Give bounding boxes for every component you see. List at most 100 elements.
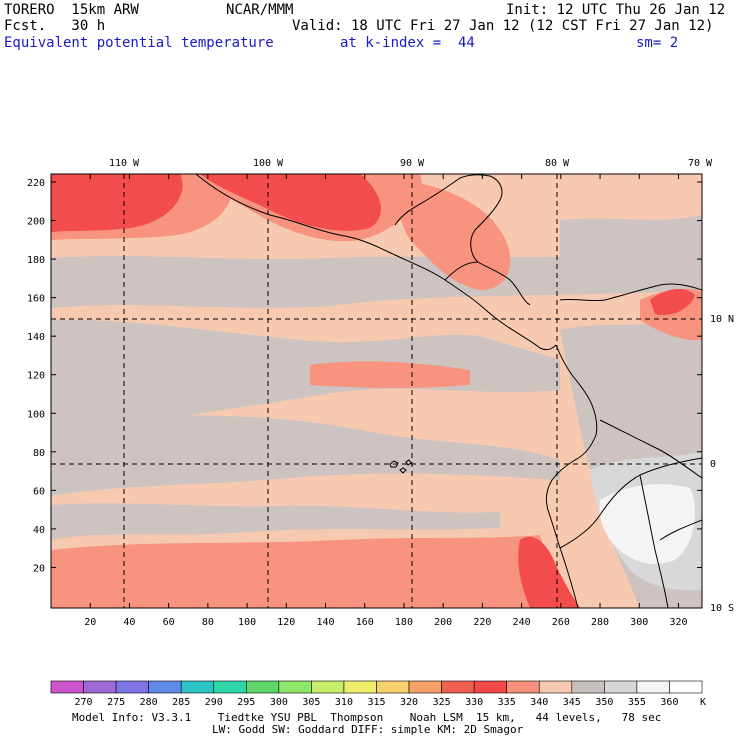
x-tick-label: 20	[84, 617, 96, 628]
coast-yucatan-gulf	[394, 174, 531, 306]
color-bar-label: 300	[270, 697, 288, 708]
level-label: at k-index = 44	[340, 35, 475, 51]
color-bar-swatch	[311, 680, 345, 694]
color-bar-label: 350	[595, 697, 613, 708]
x-tick-label: 240	[513, 617, 531, 628]
color-bar-swatch	[506, 680, 540, 694]
y-tick-label: 220	[27, 178, 45, 189]
lat-label-10s: 10 S	[710, 603, 734, 614]
color-bar-label: 345	[563, 697, 581, 708]
color-bar-swatch	[278, 680, 312, 694]
field-band-north	[51, 252, 702, 308]
x-tick-label: 180	[395, 617, 413, 628]
lon-label-110w: 110 W	[109, 158, 140, 169]
x-tick-label: 100	[238, 617, 256, 628]
y-tick-label: 60	[33, 486, 45, 497]
field-hot-mexico-coast	[200, 174, 381, 231]
galapagos-islands	[389, 459, 412, 474]
color-bar-swatch	[571, 680, 605, 694]
color-bar-swatch	[604, 680, 638, 694]
y-tick-label: 20	[33, 563, 45, 574]
color-bar-label: 320	[400, 697, 418, 708]
y-axis-ticks: 220 200 180 160 140 120 100 80 60 40 20	[27, 178, 702, 574]
color-bar-swatch	[180, 680, 215, 694]
color-bar-swatch	[83, 680, 117, 694]
color-bar-label: 295	[237, 697, 255, 708]
latitude-labels: 10 N 0 10 S	[710, 314, 734, 614]
lat-label-equator: 0	[710, 459, 716, 470]
y-tick-label: 140	[27, 332, 45, 343]
field-band-southern	[51, 503, 500, 540]
field-white-amazon	[599, 484, 695, 564]
forecast-hour: Fcst. 30 h	[4, 18, 106, 34]
lon-label-80w: 80 W	[545, 158, 570, 169]
color-bar-swatch	[50, 680, 84, 694]
model-info-line2: LW: Godd SW: Goddard DIFF: simple KM: 2D…	[212, 723, 524, 736]
color-bar-swatch	[376, 680, 410, 694]
color-bar-label: 290	[205, 697, 223, 708]
color-bar-swatch	[636, 680, 670, 694]
color-bar-swatch	[669, 680, 703, 694]
color-bar	[50, 680, 703, 694]
y-tick-label: 80	[33, 448, 45, 459]
field-warm-tropics	[310, 361, 470, 389]
x-tick-label: 260	[552, 617, 570, 628]
border-amazon	[599, 419, 702, 479]
color-bar-label: 305	[302, 697, 320, 708]
color-bar-labels: 270 275 280 285 290 295 300 305 310 315 320 325 330 3…	[75, 697, 679, 708]
color-bar-label: 340	[530, 697, 548, 708]
color-bar-swatch	[246, 680, 280, 694]
x-tick-label: 200	[434, 617, 452, 628]
color-bar-swatch	[408, 680, 442, 694]
plot-frame	[50, 173, 703, 609]
valid-time: Valid: 18 UTC Fri 27 Jan 12 (12 CST Fri …	[292, 18, 714, 34]
y-tick-label: 200	[27, 217, 45, 228]
model-title: TORERO 15km ARW	[4, 2, 139, 18]
field-hot-northwest	[51, 174, 183, 232]
lat-label-10n: 10 N	[710, 314, 734, 325]
color-bar-label: 315	[367, 697, 385, 708]
color-bar-swatch	[441, 680, 475, 694]
x-tick-label: 120	[277, 617, 295, 628]
x-axis-ticks: 20 40 60 80 100 120 140 160 180 200 220 240 260 280 30…	[84, 174, 688, 628]
x-tick-label: 220	[473, 617, 491, 628]
y-tick-label: 40	[33, 525, 45, 536]
color-bar-label: 270	[75, 697, 93, 708]
x-tick-label: 60	[163, 617, 175, 628]
color-bar-swatch	[343, 680, 377, 694]
smoothing-label: sm= 2	[636, 35, 679, 51]
color-bar-swatch	[473, 680, 507, 694]
field-warm-south	[51, 535, 560, 608]
theta-e-field	[51, 174, 702, 608]
color-bar-label: 285	[172, 697, 190, 708]
color-bar-label: 310	[335, 697, 353, 708]
y-tick-label: 120	[27, 371, 45, 382]
longitude-labels: 110 W 100 W 90 W 80 W 70 W	[109, 158, 713, 169]
y-tick-label: 100	[27, 409, 45, 420]
lon-label-90w: 90 W	[400, 158, 425, 169]
color-bar-label: 325	[433, 697, 451, 708]
field-warm-central-america	[398, 180, 511, 290]
field-band-caribbean	[560, 215, 702, 274]
color-bar-unit: K	[700, 697, 706, 708]
color-bar-swatch	[115, 680, 149, 694]
x-tick-label: 300	[630, 617, 648, 628]
color-bar-label: 280	[140, 697, 158, 708]
y-tick-label: 180	[27, 255, 45, 266]
color-bar-swatch	[538, 680, 573, 694]
x-tick-label: 320	[669, 617, 687, 628]
coast-caribbean-north	[559, 283, 702, 302]
y-tick-label: 160	[27, 294, 45, 305]
color-bar-label: 335	[498, 697, 516, 708]
border-south	[639, 474, 669, 608]
field-band-central	[51, 319, 560, 440]
x-tick-label: 280	[591, 617, 609, 628]
lon-label-100w: 100 W	[253, 158, 284, 169]
lon-label-70w: 70 W	[688, 158, 713, 169]
field-hot-caribbean	[650, 288, 695, 316]
color-bar-label: 330	[465, 697, 483, 708]
color-bar-swatch	[148, 680, 182, 694]
organization-label: NCAR/MMM	[226, 2, 294, 18]
field-hot-peru-coast	[518, 536, 580, 608]
